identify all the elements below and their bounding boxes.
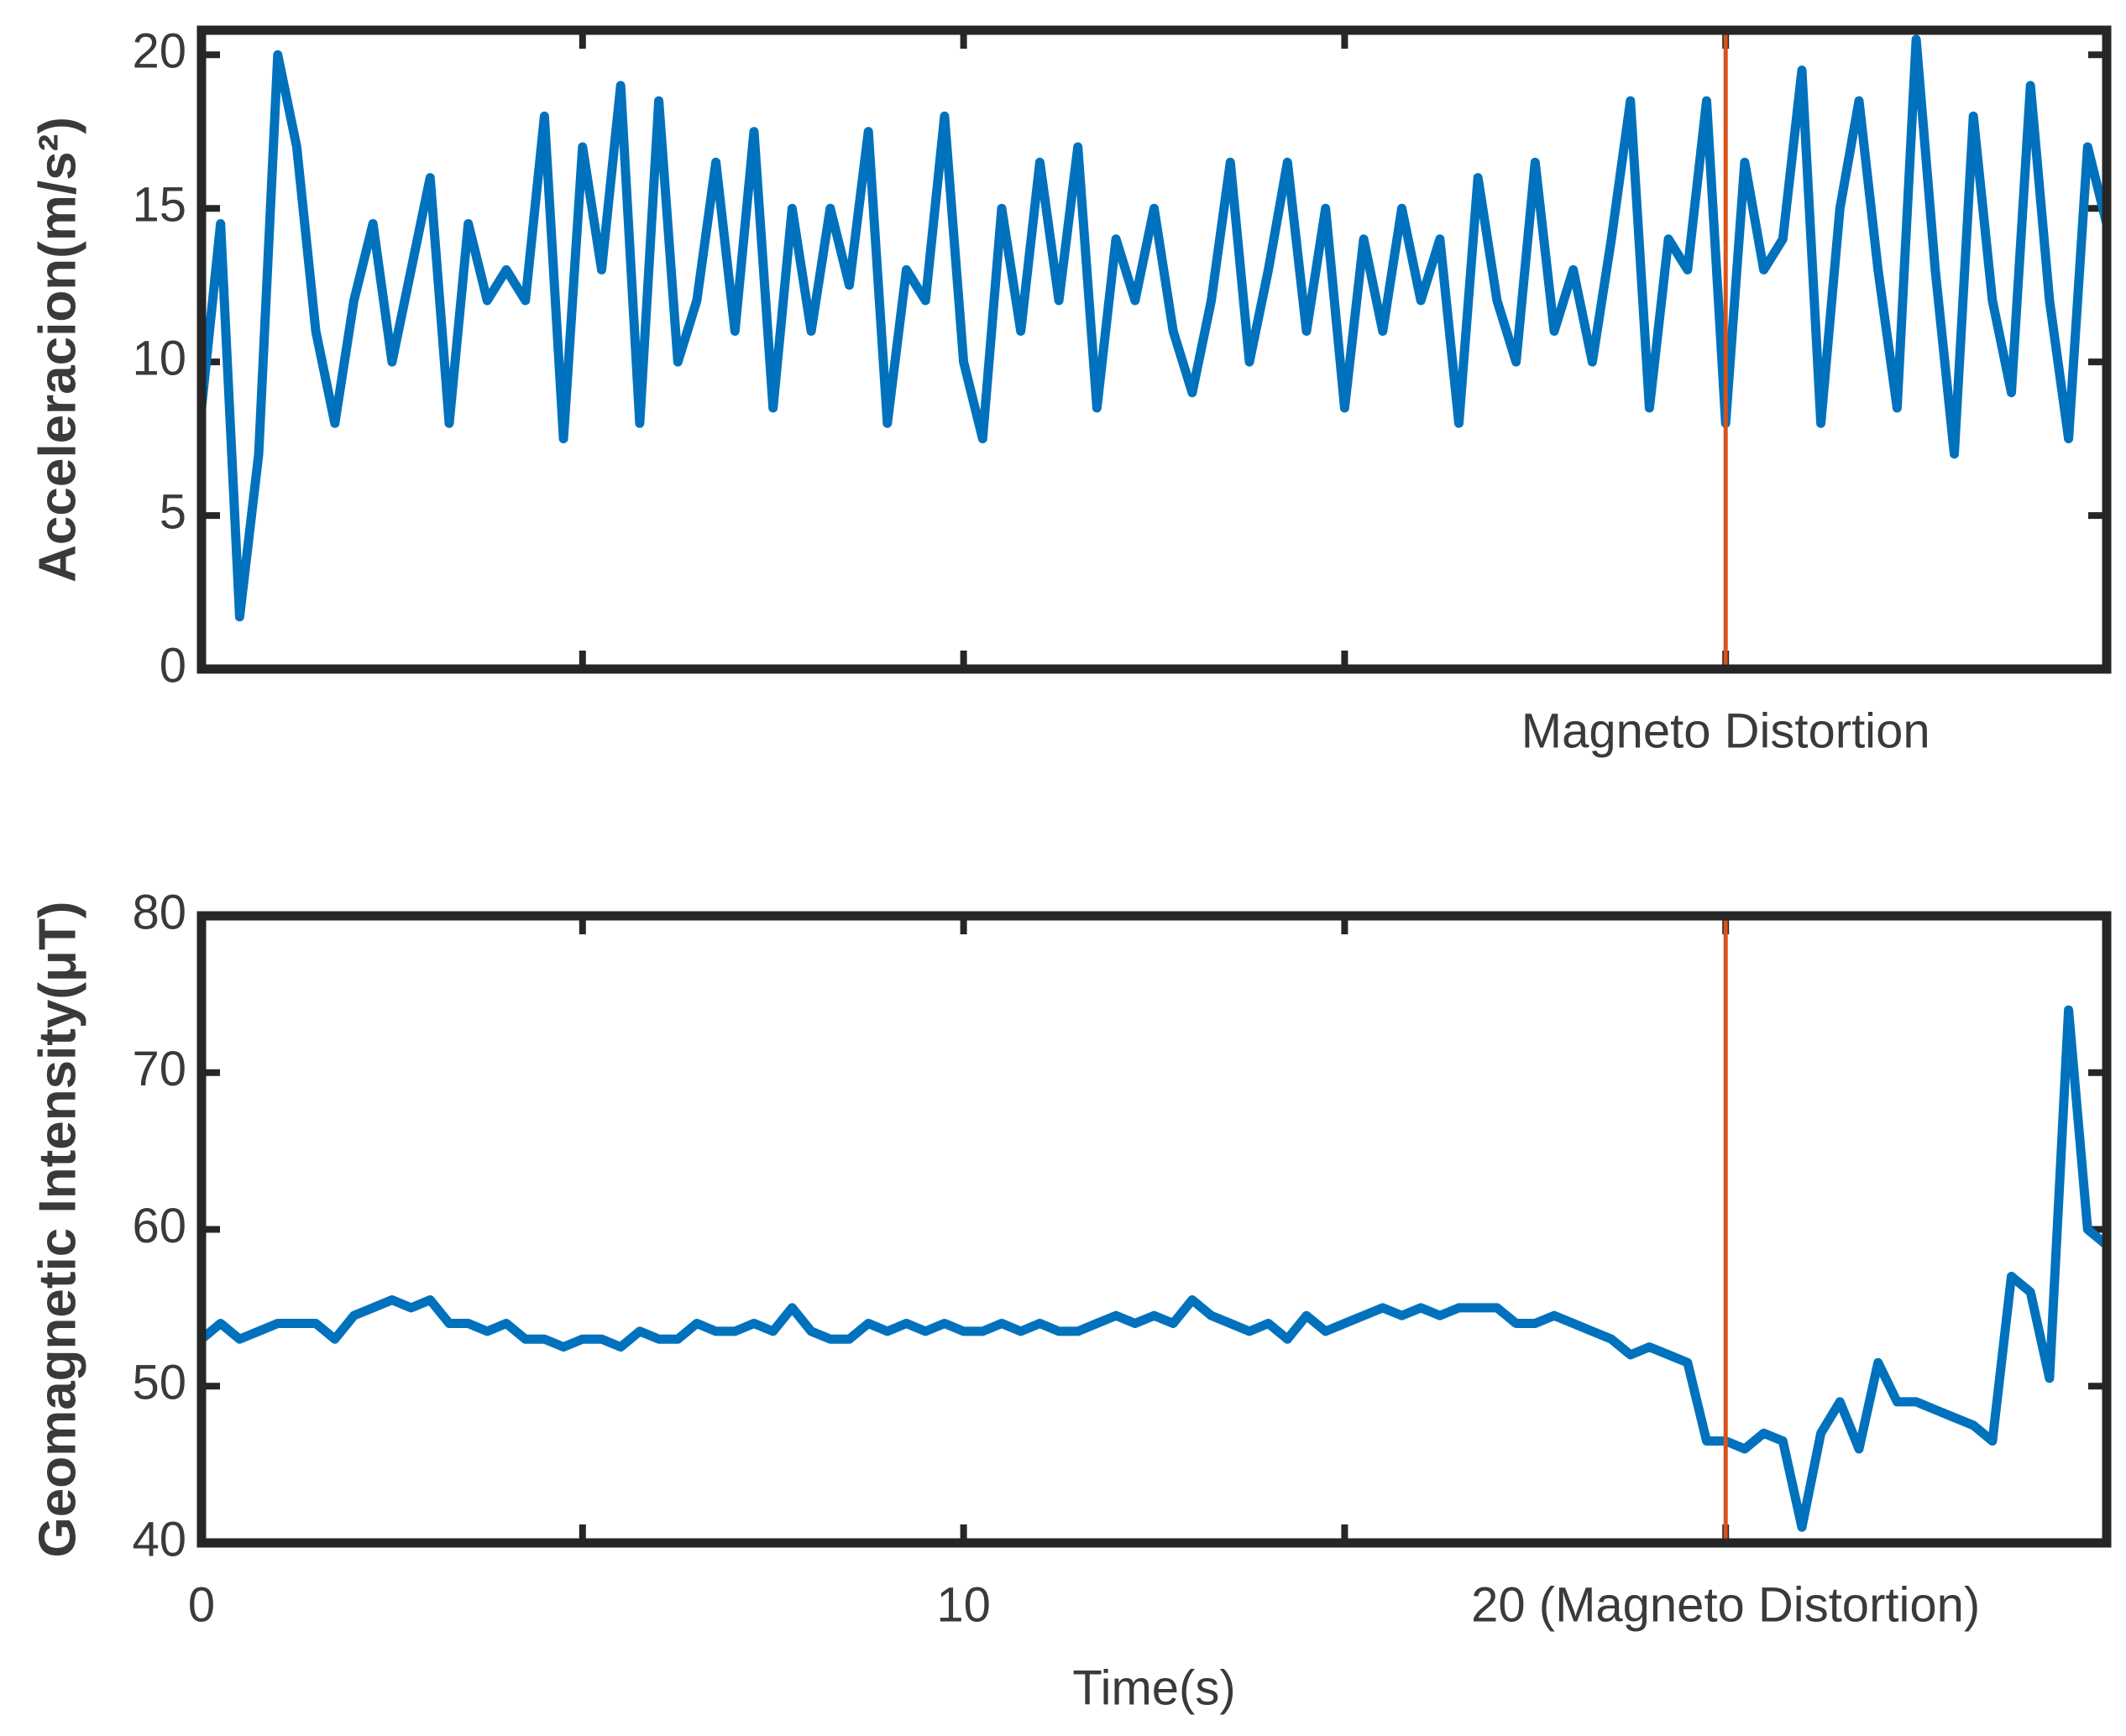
axes-frame (196, 911, 2112, 1548)
data-line (202, 1005, 2107, 1532)
x-tick-label: 10 (936, 1577, 991, 1632)
y-tick-label: 50 (132, 1356, 186, 1410)
y-tick-label: 5 (160, 484, 186, 539)
x-tick-label: 20 (Magneto Distortion) (1471, 1577, 1980, 1632)
y-tick-label: 0 (160, 638, 186, 693)
y-tick-label: 60 (132, 1199, 186, 1253)
x-axis-label: Time(s) (1072, 1660, 1235, 1715)
axes-frame (196, 25, 2112, 674)
y-axis-label: Geomagnetic Intensity(μT) (29, 901, 86, 1557)
data-line (202, 34, 2107, 622)
annotation: Magneto Distortion (1521, 703, 1930, 758)
y-tick-label: 15 (132, 178, 186, 233)
y-tick-label: 40 (132, 1512, 186, 1566)
y-tick-label: 10 (132, 331, 186, 385)
y-tick-label: 20 (132, 24, 186, 79)
x-tick-label: 0 (188, 1577, 215, 1632)
y-axis-label: Acceleracion(m/s²) (29, 117, 86, 583)
y-tick-label: 80 (132, 885, 186, 939)
y-tick-label: 70 (132, 1042, 186, 1096)
